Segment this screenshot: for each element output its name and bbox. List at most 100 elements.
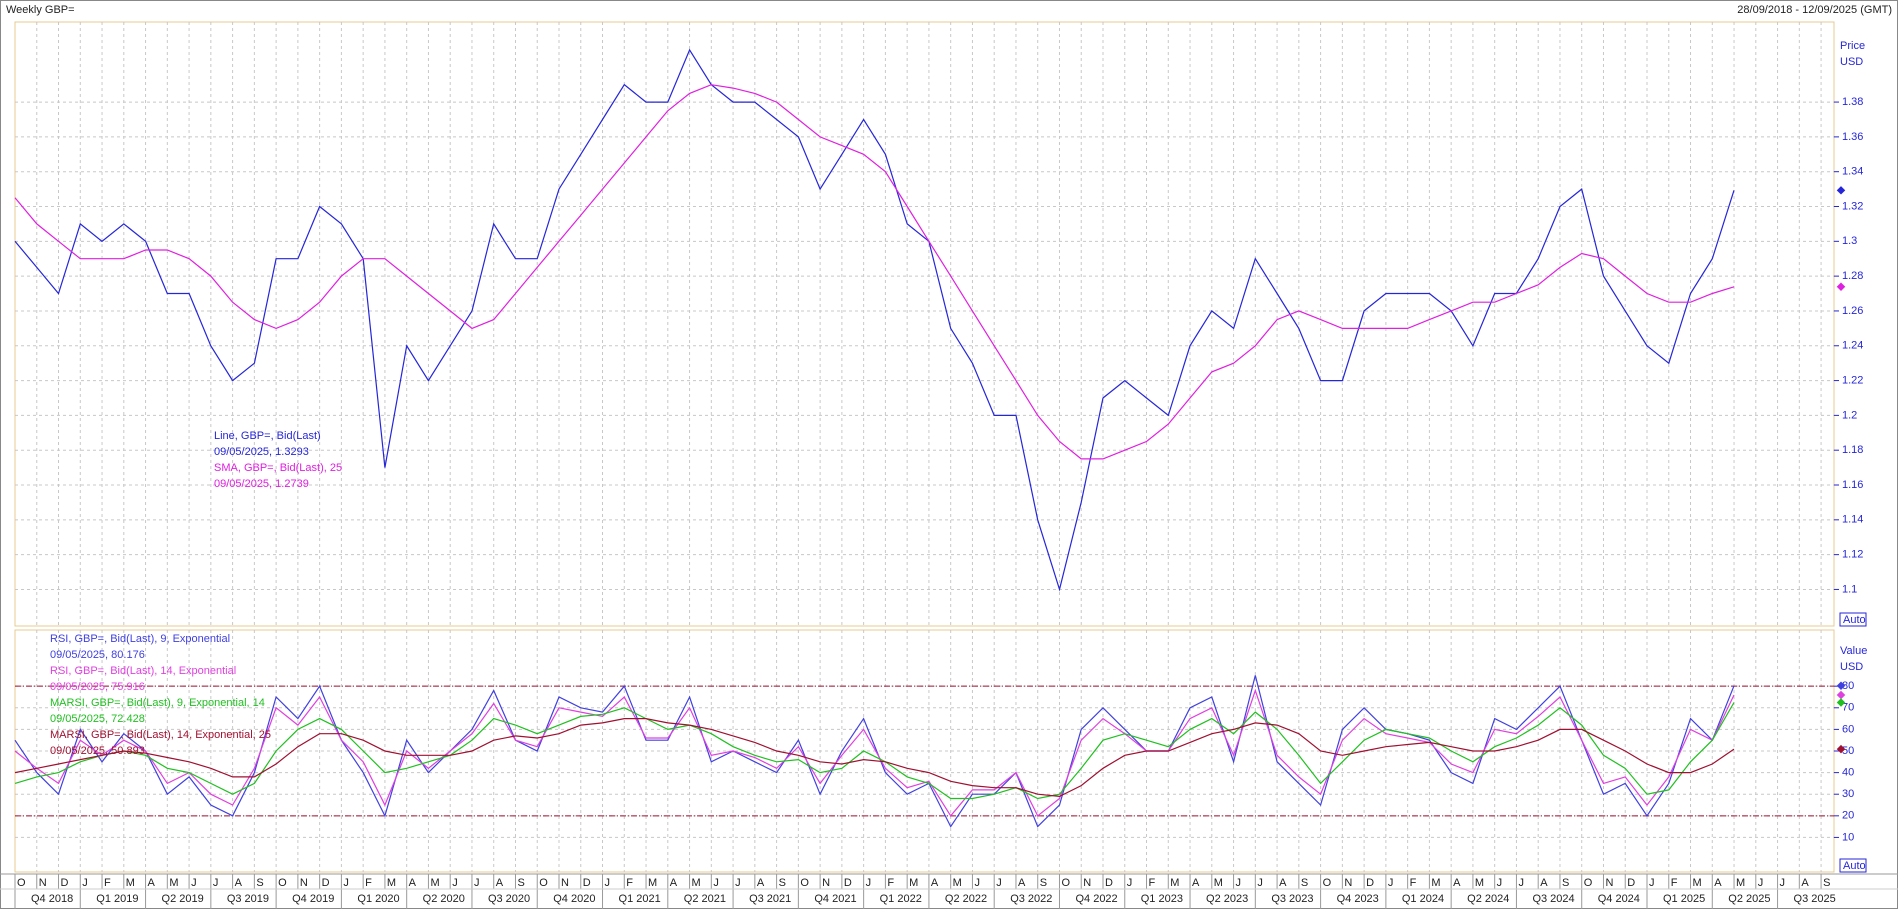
y-tick-label: 1.3 [1842, 235, 1857, 247]
y-tick-label: 1.1 [1842, 583, 1857, 595]
y-tick-label: 60 [1842, 723, 1854, 735]
x-tick-label: N [1083, 877, 1091, 889]
x-tick-label: J [1388, 877, 1394, 889]
x-tick-label: J [213, 877, 219, 889]
quarter-label: Q4 2022 [1075, 893, 1117, 905]
x-tick-label: J [996, 877, 1002, 889]
x-tick-label: J [735, 877, 741, 889]
y-tick-label: 1.32 [1842, 200, 1863, 212]
quarter-label: Q4 2024 [1598, 893, 1640, 905]
x-tick-label: F [1149, 877, 1156, 889]
quarter-label: Q1 2021 [619, 893, 661, 905]
quarter-label: Q3 2020 [488, 893, 530, 905]
date-range: 28/09/2018 - 12/09/2025 (GMT) [1737, 4, 1892, 16]
x-tick-label: F [887, 877, 894, 889]
x-tick-label: O [1323, 877, 1332, 889]
x-tick-label: M [1693, 877, 1702, 889]
last-value-marker [1836, 681, 1846, 691]
x-tick-label: J [866, 877, 872, 889]
auto-scale-button[interactable] [1839, 612, 1867, 627]
auto-scale-label[interactable]: Auto [1843, 614, 1866, 626]
legend-note: 09/05/2025, 72.428 [50, 713, 145, 725]
x-tick-label: M [692, 877, 701, 889]
x-tick-label: N [822, 877, 830, 889]
x-tick-label: S [779, 877, 786, 889]
quarter-label: Q1 2023 [1141, 893, 1183, 905]
y-axis-unit: USD [1840, 661, 1863, 673]
x-tick-label: J [1758, 877, 1764, 889]
legend-note: 09/05/2025, 1.3293 [214, 446, 309, 458]
x-tick-label: D [61, 877, 69, 889]
x-tick-label: J [343, 877, 349, 889]
x-tick-label: O [539, 877, 548, 889]
x-tick-label: M [1431, 877, 1440, 889]
quarter-label: Q2 2019 [162, 893, 204, 905]
x-tick-label: D [1366, 877, 1374, 889]
y-tick-label: 1.36 [1842, 131, 1863, 143]
x-tick-label: A [757, 877, 765, 889]
chart-title: Weekly GBP= [6, 4, 75, 16]
x-tick-label: J [605, 877, 611, 889]
x-tick-label: O [1584, 877, 1593, 889]
x-tick-label: O [17, 877, 26, 889]
last-value-marker [1836, 698, 1846, 707]
x-tick-label: M [1170, 877, 1179, 889]
x-tick-label: N [300, 877, 308, 889]
x-tick-label: A [148, 877, 156, 889]
x-tick-label: A [1018, 877, 1026, 889]
quarter-label: Q3 2021 [749, 893, 791, 905]
y-tick-label: 1.14 [1842, 514, 1863, 526]
y-tick-label: 20 [1842, 810, 1854, 822]
x-tick-label: F [1410, 877, 1417, 889]
y-tick-label: 1.38 [1842, 96, 1863, 108]
legend-entry: MARSI, GBP=, Bid(Last), 9, Exponential, … [50, 697, 265, 709]
y-tick-label: 70 [1842, 702, 1854, 714]
x-tick-label: J [474, 877, 480, 889]
quarter-label: Q3 2022 [1010, 893, 1052, 905]
x-tick-label: A [1453, 877, 1461, 889]
quarter-label: Q3 2023 [1271, 893, 1313, 905]
quarter-label: Q4 2020 [553, 893, 595, 905]
y-axis-label: Value [1840, 645, 1867, 657]
x-tick-label: A [496, 877, 504, 889]
x-tick-label: A [409, 877, 417, 889]
quarter-label: Q1 2020 [357, 893, 399, 905]
x-tick-label: A [1279, 877, 1287, 889]
quarter-label: Q3 2025 [1794, 893, 1836, 905]
quarter-label: Q2 2022 [945, 893, 987, 905]
x-tick-label: J [713, 877, 719, 889]
auto-scale-label[interactable]: Auto [1843, 860, 1866, 872]
x-tick-label: S [1040, 877, 1047, 889]
last-value-marker [1836, 690, 1846, 700]
price-panel-frame [14, 21, 1835, 627]
x-tick-label: M [1214, 877, 1223, 889]
quarter-label: Q2 2020 [423, 893, 465, 905]
legend-note: 09/05/2025, 80.176 [50, 649, 145, 661]
series-line [14, 675, 1735, 828]
quarter-label: Q4 2023 [1337, 893, 1379, 905]
last-value-marker [1836, 186, 1846, 195]
x-tick-label: M [387, 877, 396, 889]
y-tick-label: 1.18 [1842, 444, 1863, 456]
x-tick-label: J [191, 877, 197, 889]
y-axis-label: Price [1840, 40, 1865, 52]
last-value-marker [1836, 282, 1846, 291]
x-tick-label: D [1627, 877, 1635, 889]
series-line [14, 688, 1735, 817]
x-tick-label: S [1562, 877, 1569, 889]
x-tick-label: J [1236, 877, 1242, 889]
auto-scale-button[interactable] [1839, 858, 1867, 873]
x-tick-label: O [278, 877, 287, 889]
x-tick-label: J [974, 877, 980, 889]
y-tick-label: 1.26 [1842, 305, 1863, 317]
x-tick-label: A [931, 877, 939, 889]
y-tick-label: 80 [1842, 680, 1854, 692]
x-tick-label: F [365, 877, 372, 889]
x-tick-label: M [126, 877, 135, 889]
legend-note: 09/05/2025, 50.893 [50, 745, 145, 757]
y-tick-label: 1.16 [1842, 479, 1863, 491]
x-tick-label: J [1518, 877, 1524, 889]
x-tick-label: A [1714, 877, 1722, 889]
quarter-label: Q2 2023 [1206, 893, 1248, 905]
